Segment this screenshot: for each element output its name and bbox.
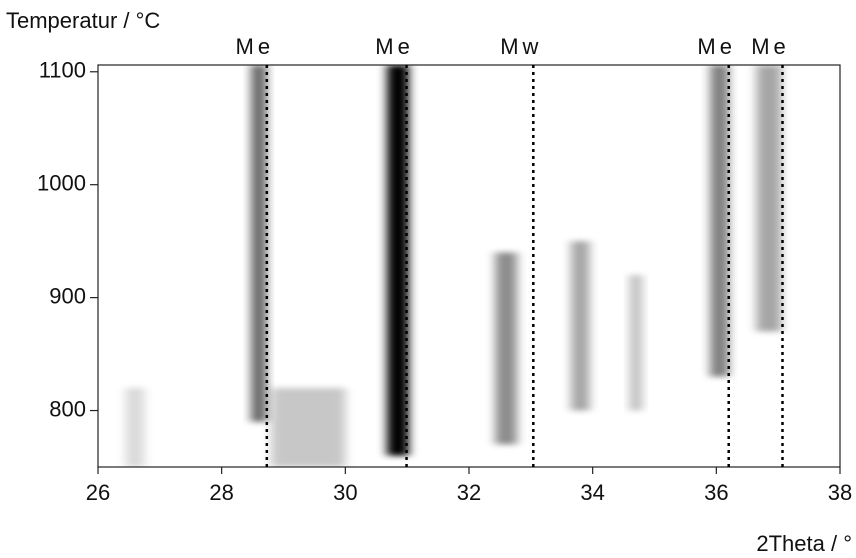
reference-label: Mw (500, 34, 542, 59)
heatmap (125, 65, 782, 467)
y-tick-label: 1000 (37, 171, 86, 196)
y-tick-label: 800 (49, 396, 86, 421)
reference-label: Me (375, 34, 414, 59)
reference-label: Me (751, 34, 790, 59)
x-tick-label: 36 (704, 480, 728, 505)
y-axis-title: Temperatur / °C (6, 8, 160, 33)
intensity-band (710, 65, 729, 377)
x-tick-label: 32 (457, 480, 481, 505)
intensity-band (571, 241, 590, 411)
x-tick-label: 34 (580, 480, 604, 505)
y-tick-label: 900 (49, 283, 86, 308)
reference-label: Me (236, 34, 275, 59)
x-tick-label: 28 (209, 480, 233, 505)
intensity-band (125, 387, 145, 467)
reference-label: Me (697, 34, 736, 59)
intensity-band (495, 252, 517, 445)
intensity-band (251, 65, 267, 422)
intensity-band (629, 275, 643, 411)
x-tick-label: 26 (86, 480, 110, 505)
x-tick-label: 38 (828, 480, 852, 505)
intensity-band (756, 65, 782, 332)
x-tick-label: 30 (333, 480, 357, 505)
intensity-band (271, 387, 346, 467)
x-axis-title: 2Theta / ° (756, 531, 852, 556)
y-tick-label: 1100 (39, 58, 86, 83)
intensity-band (387, 65, 409, 456)
